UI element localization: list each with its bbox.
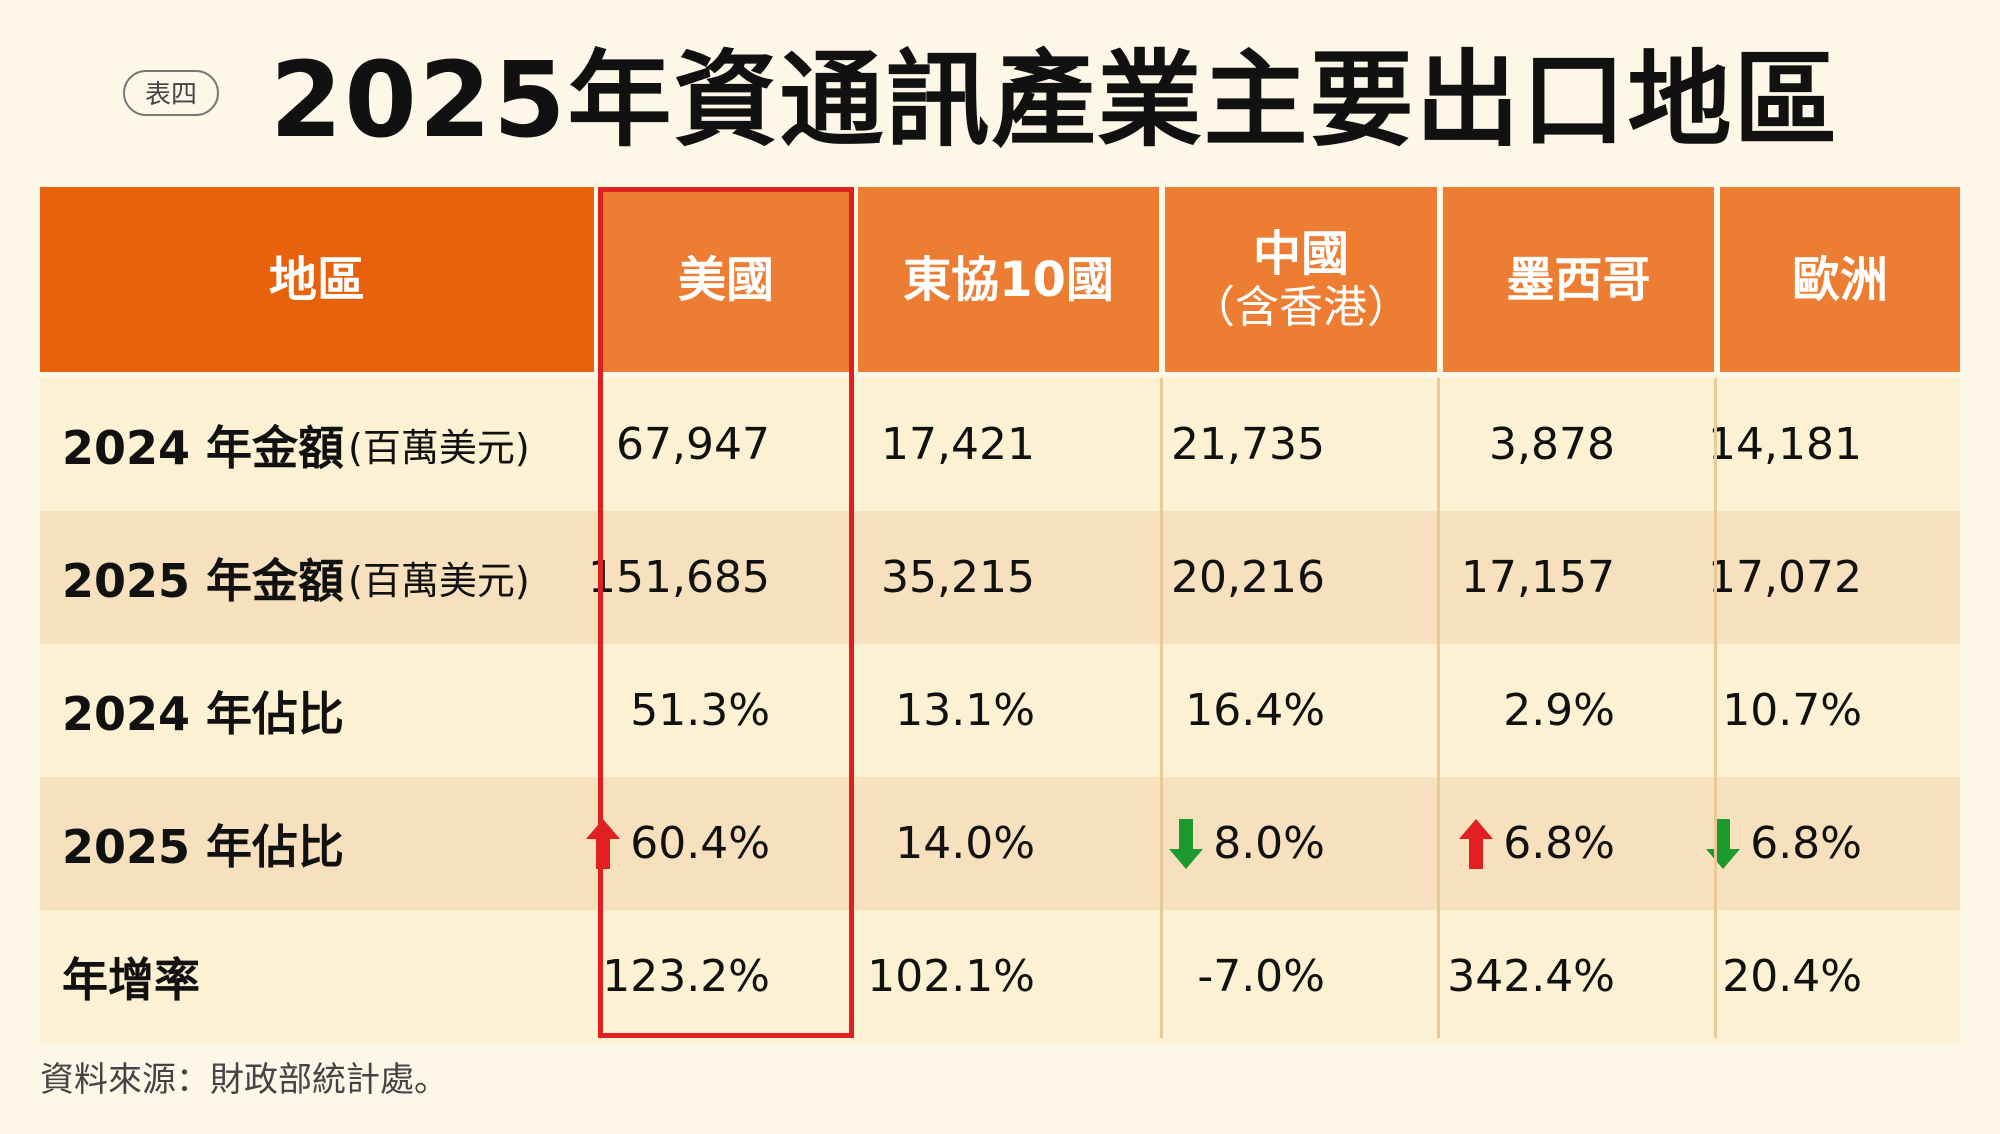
export-table: 地區 美國 東協10國 中國 （含香港） 墨西哥 歐洲 2024 年金額 (百萬美元) 67,9… <box>40 187 1960 1043</box>
cell-europe: 17,072 <box>1602 511 1862 644</box>
header-label: 中國 <box>1252 225 1349 282</box>
cell-value: 67,947 <box>616 419 770 470</box>
row-label: 2025 年佔比 <box>62 777 344 910</box>
cell-europe: 14,181 <box>1602 378 1862 511</box>
cell-value: 60.4% <box>630 818 770 869</box>
cell-value: 102.1% <box>867 951 1035 1002</box>
row-label-text: 年增率 <box>62 952 200 1007</box>
cell-value: 6.8% <box>1750 818 1862 869</box>
header-label: 墨西哥 <box>1506 251 1651 308</box>
cell-value: 21,735 <box>1171 419 1325 470</box>
arrow-up-icon <box>586 818 621 869</box>
header-label: 歐洲 <box>1791 251 1888 308</box>
cell-value: 2.9% <box>1503 685 1615 736</box>
table-row: 2025 年金額 (百萬美元) 151,685 35,215 20,216 17,157 1… <box>40 511 1960 644</box>
header-europe: 歐洲 <box>1720 187 1960 372</box>
column-divider <box>1714 378 1717 1038</box>
table-row: 2024 年金額 (百萬美元) 67,947 17,421 21,735 3,878 14,… <box>40 378 1960 511</box>
cell-value: 10.7% <box>1722 685 1862 736</box>
cell-china: 16.4% <box>1065 644 1325 777</box>
header-row: 地區 美國 東協10國 中國 （含香港） 墨西哥 歐洲 <box>40 187 1960 372</box>
arrow-down-icon <box>1169 818 1204 869</box>
column-divider <box>1437 378 1440 1038</box>
cell-value: -7.0% <box>1197 951 1325 1002</box>
table-row: 2024 年佔比 51.3% 13.1% 16.4% 2.9% 10.7% <box>40 644 1960 777</box>
cell-china: 8.0% <box>1065 777 1325 910</box>
cell-value: 17,072 <box>1708 552 1862 603</box>
header-region: 地區 <box>40 187 594 372</box>
row-label: 2024 年金額 (百萬美元) <box>62 378 530 511</box>
cell-value: 35,215 <box>881 552 1035 603</box>
cell-value: 3,878 <box>1489 419 1615 470</box>
row-label: 年增率 <box>62 910 200 1043</box>
cell-value: 17,157 <box>1461 552 1615 603</box>
cell-value: 123.2% <box>602 951 770 1002</box>
cell-value: 151,685 <box>588 552 770 603</box>
row-label-text: 2024 年金額 <box>62 420 345 475</box>
cell-china: 21,735 <box>1065 378 1325 511</box>
cell-value: 14.0% <box>895 818 1035 869</box>
cell-china: 20,216 <box>1065 511 1325 644</box>
cell-europe: 20.4% <box>1602 910 1862 1043</box>
header-label: 美國 <box>677 251 774 308</box>
cell-mexico: 342.4% <box>1355 910 1615 1043</box>
cell-asean10: 35,215 <box>775 511 1035 644</box>
row-label: 2024 年佔比 <box>62 644 344 777</box>
cell-europe: 10.7% <box>1602 644 1862 777</box>
cell-value: 16.4% <box>1185 685 1325 736</box>
title-area: 表四 2025年資通訊產業主要出口地區 <box>0 30 2000 160</box>
cell-asean10: 17,421 <box>775 378 1035 511</box>
cell-usa: 67,947 <box>510 378 770 511</box>
arrow-down-icon <box>1706 818 1741 869</box>
header-label: 東協10國 <box>903 251 1114 308</box>
cell-value: 342.4% <box>1447 951 1615 1002</box>
table-row: 年增率 123.2% 102.1% -7.0% 342.4% 20.4% <box>40 910 1960 1043</box>
cell-value: 20.4% <box>1722 951 1862 1002</box>
cell-mexico: 6.8% <box>1355 777 1615 910</box>
row-label-unit: (百萬美元) <box>348 426 530 470</box>
cell-usa: 60.4% <box>510 777 770 910</box>
header-china: 中國 （含香港） <box>1165 187 1437 372</box>
cell-usa: 51.3% <box>510 644 770 777</box>
cell-usa: 151,685 <box>510 511 770 644</box>
header-mexico: 墨西哥 <box>1443 187 1714 372</box>
arrow-up-icon <box>1459 818 1494 869</box>
cell-china: -7.0% <box>1065 910 1325 1043</box>
cell-usa: 123.2% <box>510 910 770 1043</box>
header-sublabel: （含香港） <box>1191 281 1411 333</box>
page-title: 2025年資通訊產業主要出口地區 <box>270 39 1840 161</box>
row-label: 2025 年金額 (百萬美元) <box>62 511 530 644</box>
cell-value: 6.8% <box>1503 818 1615 869</box>
cell-value: 8.0% <box>1213 818 1325 869</box>
row-label-unit: (百萬美元) <box>348 559 530 603</box>
header-label: 地區 <box>268 251 365 308</box>
row-label-text: 2025 年佔比 <box>62 819 345 874</box>
cell-value: 51.3% <box>630 685 770 736</box>
cell-asean10: 14.0% <box>775 777 1035 910</box>
column-divider <box>1160 378 1163 1038</box>
cell-asean10: 102.1% <box>775 910 1035 1043</box>
header-asean10: 東協10國 <box>858 187 1159 372</box>
source-note: 資料來源：財政部統計處。 <box>40 1060 448 1100</box>
row-label-text: 2025 年金額 <box>62 553 345 608</box>
table-number-badge: 表四 <box>123 70 219 116</box>
cell-value: 17,421 <box>881 419 1035 470</box>
header-usa: 美國 <box>600 187 852 372</box>
cell-value: 20,216 <box>1171 552 1325 603</box>
table-body: 2024 年金額 (百萬美元) 67,947 17,421 21,735 3,878 14,… <box>40 378 1960 1043</box>
cell-mexico: 17,157 <box>1355 511 1615 644</box>
row-label-text: 2024 年佔比 <box>62 686 345 741</box>
cell-europe: 6.8% <box>1602 777 1862 910</box>
cell-mexico: 3,878 <box>1355 378 1615 511</box>
cell-value: 14,181 <box>1708 419 1862 470</box>
cell-mexico: 2.9% <box>1355 644 1615 777</box>
cell-asean10: 13.1% <box>775 644 1035 777</box>
table-row: 2025 年佔比 60.4% 14.0% 8.0% 6.8% 6.8% <box>40 777 1960 910</box>
cell-value: 13.1% <box>895 685 1035 736</box>
